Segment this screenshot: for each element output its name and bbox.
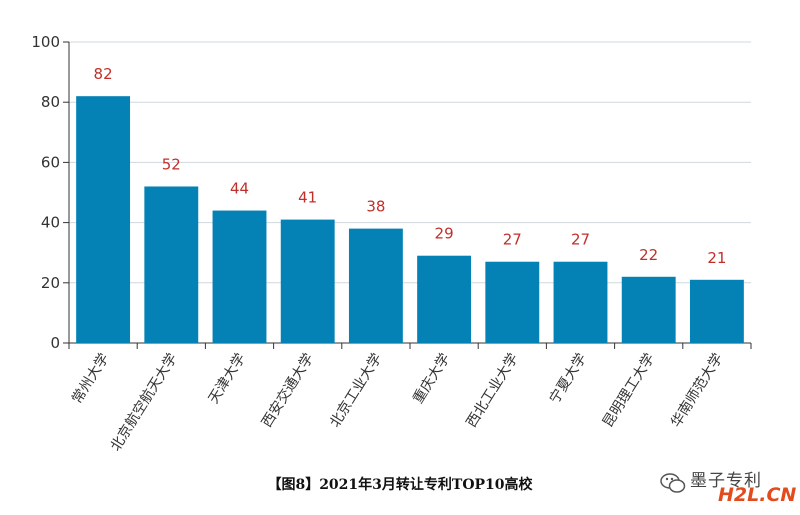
bar <box>553 261 608 343</box>
wechat-icon <box>660 473 686 493</box>
category-label: 北京航空航天大学 <box>108 351 181 454</box>
data-label: 21 <box>707 249 726 267</box>
category-label: 昆明理工大学 <box>600 351 658 431</box>
bar-chart: 0 20 40 60 80 100 82 常州大学 52 北京航空航天大学 44 天津大学 41 西安交通… <box>31 33 752 454</box>
y-tick-label: 40 <box>41 214 60 232</box>
data-label: 82 <box>94 65 113 83</box>
y-tick-label: 0 <box>50 334 60 352</box>
category-label: 重庆大学 <box>410 351 453 407</box>
bar <box>280 219 335 343</box>
bar <box>485 261 540 343</box>
category-label: 西安交通大学 <box>258 350 317 430</box>
category-label: 宁夏大学 <box>546 350 590 406</box>
data-label: 27 <box>571 231 590 249</box>
data-label: 38 <box>366 198 385 216</box>
data-label: 41 <box>298 189 317 207</box>
y-tick-label: 20 <box>41 274 60 292</box>
data-label: 52 <box>162 155 181 173</box>
data-label: 29 <box>435 225 454 243</box>
bar <box>417 255 472 343</box>
category-label: 北京工业大学 <box>327 351 385 431</box>
bar <box>621 276 676 343</box>
bar <box>144 186 199 343</box>
chart-title: 【图8】2021年3月转让专利TOP10高校 <box>267 477 533 493</box>
bar <box>76 96 131 344</box>
watermark: 墨子专利 H2L.CN <box>660 462 797 510</box>
data-label: 27 <box>503 231 522 249</box>
category-label: 华南师范大学 <box>667 350 726 430</box>
y-tick-label: 60 <box>41 153 60 171</box>
watermark-brand: H2L.CN <box>718 484 797 506</box>
bar <box>348 228 403 343</box>
category-label: 天津大学 <box>206 351 249 407</box>
data-label: 22 <box>639 246 658 264</box>
watermark-text: 墨子专利 <box>690 471 762 491</box>
bar <box>689 279 744 343</box>
category-label: 西北工业大学 <box>464 351 522 431</box>
y-tick-label: 80 <box>41 93 60 111</box>
category-label: 常州大学 <box>69 351 112 407</box>
bar <box>212 210 267 343</box>
data-label: 44 <box>230 180 249 198</box>
y-tick-label: 100 <box>31 33 60 51</box>
